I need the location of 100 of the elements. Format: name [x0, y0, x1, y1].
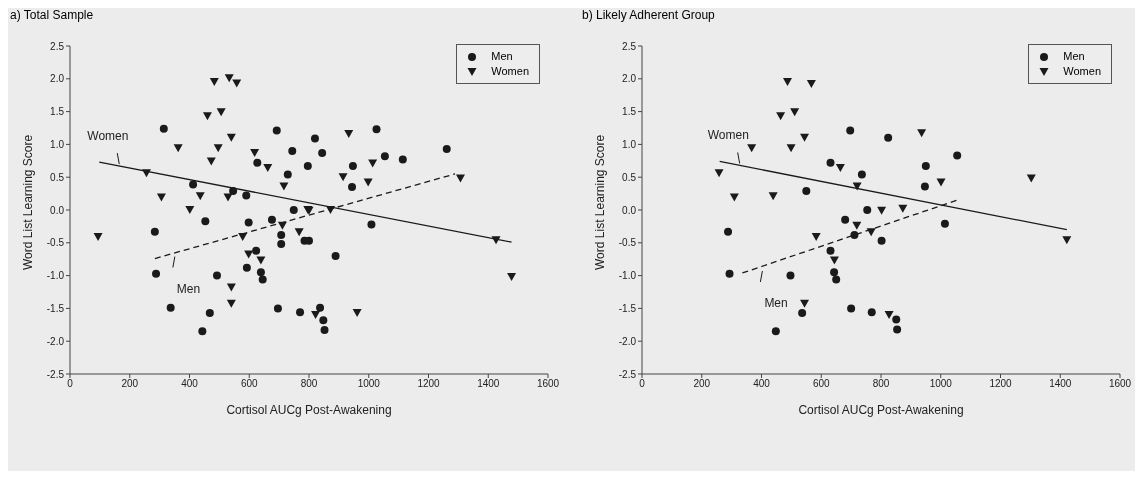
point	[917, 129, 927, 138]
point	[898, 204, 908, 213]
point	[152, 269, 161, 278]
point	[852, 221, 862, 230]
point	[296, 308, 305, 317]
x-axis-title: Cortisol AUCg Post-Awakening	[226, 403, 392, 417]
point	[310, 134, 319, 143]
y-tick-label: -0.5	[618, 237, 637, 249]
point	[238, 232, 248, 241]
point	[850, 230, 859, 239]
y-tick-label: -2.5	[618, 368, 637, 380]
point	[283, 170, 292, 179]
x-tick-label: 600	[240, 378, 259, 390]
point	[173, 144, 183, 153]
point	[920, 182, 929, 191]
y-tick-label: -1.5	[46, 302, 65, 314]
x-tick-label: 800	[300, 378, 318, 390]
y-tick-label: 1.5	[622, 106, 637, 118]
y-tick-label: 2.0	[622, 73, 637, 85]
point	[320, 326, 329, 335]
point	[940, 219, 949, 228]
x-tick-label: 200	[693, 378, 711, 390]
point	[507, 272, 517, 281]
point	[442, 144, 451, 153]
point	[316, 303, 325, 312]
point	[206, 157, 216, 166]
y-tick-label: 1.0	[622, 138, 637, 150]
legend-label: Men	[491, 49, 513, 64]
point	[311, 310, 321, 319]
x-tick-label: 1400	[1049, 378, 1072, 390]
y-tick-label: -1.0	[618, 270, 637, 282]
point	[877, 236, 886, 245]
point	[790, 108, 800, 117]
point	[725, 269, 734, 278]
point	[279, 182, 289, 191]
point	[319, 316, 328, 325]
point	[326, 206, 336, 214]
y-tick-label: -2.0	[46, 335, 65, 347]
y-tick-label: 2.5	[622, 40, 637, 52]
x-tick-label: 200	[121, 378, 139, 390]
y-tick-label: -2.5	[46, 368, 65, 380]
point	[216, 108, 226, 117]
point	[344, 129, 354, 138]
series-label: Women	[87, 129, 129, 144]
point	[267, 215, 276, 224]
point	[229, 186, 238, 195]
y-tick-label: 0.5	[50, 171, 65, 183]
series-label: Women	[707, 128, 749, 143]
point	[806, 80, 816, 89]
y-tick-label: -1.5	[618, 302, 637, 314]
point	[209, 78, 219, 87]
point	[380, 152, 389, 161]
text: Men	[764, 295, 788, 310]
point	[159, 124, 168, 133]
point	[212, 271, 221, 280]
point	[368, 159, 378, 168]
point	[253, 158, 262, 167]
point	[185, 206, 195, 214]
point	[201, 217, 210, 226]
point	[893, 325, 902, 334]
y-tick-label: 2.0	[50, 73, 65, 85]
point	[252, 246, 261, 255]
point	[771, 327, 780, 336]
point	[93, 232, 103, 241]
point	[189, 180, 198, 189]
point	[277, 240, 286, 249]
point	[288, 146, 297, 155]
point	[305, 236, 313, 245]
point	[835, 164, 845, 173]
x-tick-label: 1200	[417, 378, 441, 390]
point	[786, 271, 795, 280]
point	[800, 299, 810, 308]
y-tick-label: 0.5	[622, 171, 637, 183]
point	[166, 303, 175, 312]
chart-title: a) Total Sample	[9, 8, 95, 24]
point	[936, 178, 946, 187]
x-tick-label: 1600	[1108, 378, 1132, 390]
point	[303, 162, 312, 171]
point	[242, 191, 251, 200]
point	[242, 263, 251, 272]
point	[250, 148, 260, 157]
y-tick-label: -1.0	[46, 270, 65, 282]
point	[213, 144, 223, 153]
point	[863, 206, 872, 214]
x-tick-label: 0	[67, 378, 74, 390]
point	[232, 79, 242, 88]
point	[811, 232, 821, 241]
point	[884, 133, 893, 142]
point	[256, 268, 265, 277]
point	[768, 192, 778, 201]
legend-label: Women	[1063, 64, 1101, 79]
point	[841, 215, 850, 224]
point	[826, 246, 835, 255]
point	[786, 144, 796, 153]
y-axis-title: Word List Learning Score	[21, 134, 36, 270]
x-axis-title: Cortisol AUCg Post-Awakening	[798, 403, 964, 417]
point	[884, 310, 894, 319]
point	[226, 133, 236, 142]
point	[798, 308, 807, 317]
point	[258, 275, 267, 284]
